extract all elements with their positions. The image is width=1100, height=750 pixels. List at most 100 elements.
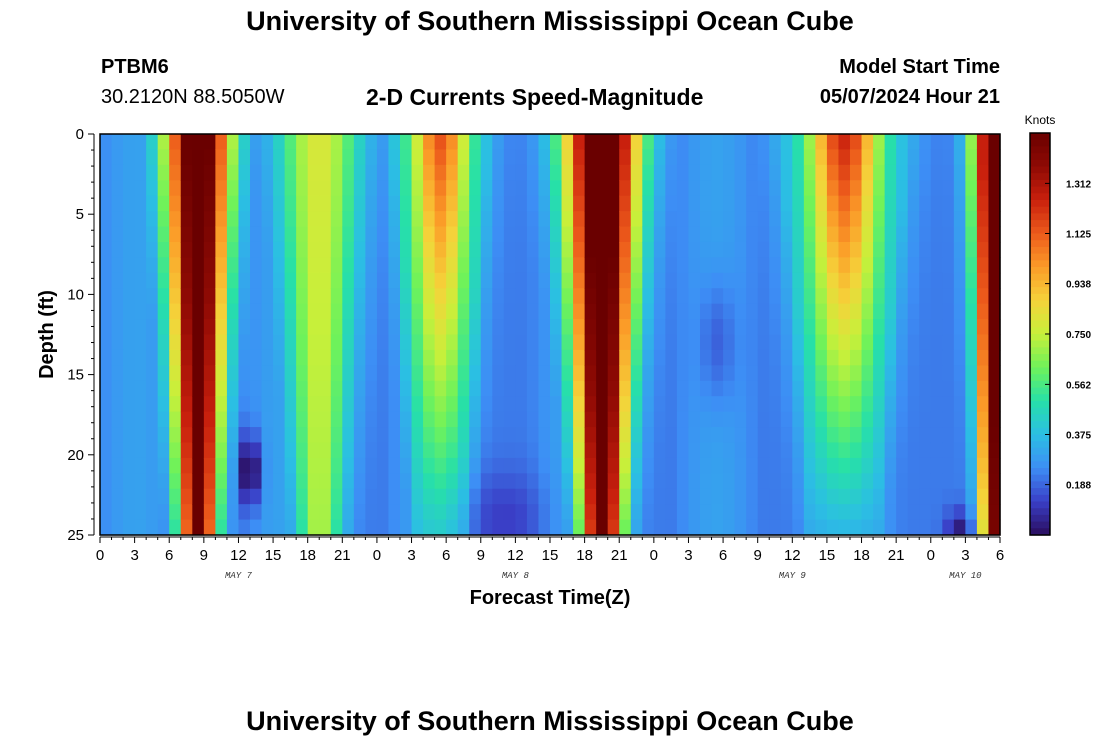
heatmap-cell [250, 488, 263, 505]
heatmap-cell [169, 411, 182, 428]
heatmap-cell [838, 303, 851, 320]
heatmap-cell [469, 427, 482, 444]
y-axis-label: Depth (ft) [36, 290, 58, 379]
heatmap-cell [492, 319, 505, 336]
heatmap-cell [434, 442, 447, 459]
heatmap-cell [792, 303, 805, 320]
heatmap-cell [700, 195, 713, 212]
heatmap-cell [284, 427, 297, 444]
heatmap-cell [215, 241, 228, 258]
x-tick-label: 12 [784, 547, 801, 564]
heatmap-cell [192, 488, 205, 505]
heatmap-cell [169, 288, 182, 305]
x-tick-label: 18 [853, 547, 870, 564]
heatmap-cell [607, 334, 620, 351]
heatmap-cell [826, 396, 840, 413]
colorbar-segment [1030, 401, 1050, 409]
heatmap-cell [861, 334, 874, 351]
heatmap-cell [596, 241, 609, 258]
heatmap-cell [238, 519, 251, 536]
heatmap-cell [226, 457, 240, 474]
heatmap-cell [261, 164, 274, 181]
heatmap-cell [423, 427, 436, 444]
colorbar-tick-label: 0.750 [1066, 330, 1091, 341]
heatmap-cell [261, 488, 274, 505]
heatmap-cell [503, 334, 516, 351]
heatmap-cell [273, 411, 286, 428]
heatmap-cell [400, 349, 413, 366]
heatmap-cell [342, 349, 355, 366]
heatmap-cell [353, 226, 366, 243]
heatmap-cell [134, 319, 147, 336]
heatmap-cell [930, 349, 943, 366]
heatmap-cell [919, 396, 932, 413]
heatmap-cell [388, 134, 401, 151]
heatmap-cell [226, 226, 240, 243]
heatmap-cell [688, 349, 701, 366]
heatmap-cell [769, 349, 782, 366]
heatmap-cell [584, 195, 597, 212]
heatmap-cell [400, 180, 413, 197]
heatmap-cell [157, 411, 170, 428]
heatmap-cell [630, 488, 643, 505]
heatmap-cell [746, 365, 759, 382]
heatmap-cell [446, 504, 459, 521]
heatmap-cell [769, 226, 782, 243]
footer-title: University of Southern Mississippi Ocean… [246, 706, 854, 736]
heatmap-cell [469, 473, 482, 490]
heatmap-cell [342, 134, 355, 151]
heatmap-cell [873, 519, 886, 536]
heatmap-cell [746, 134, 759, 151]
heatmap-cell [734, 457, 747, 474]
heatmap-cell [388, 396, 401, 413]
heatmap-cell [930, 134, 943, 151]
heatmap-cell [342, 288, 355, 305]
heatmap-cell [434, 473, 447, 490]
heatmap-cell [953, 334, 966, 351]
heatmap-cell [238, 211, 251, 228]
heatmap-cell [930, 396, 943, 413]
colorbar-segment [1030, 414, 1050, 422]
heatmap-cell [792, 396, 805, 413]
heatmap-cell [400, 442, 413, 459]
heatmap-cell [803, 211, 816, 228]
heatmap-cell [100, 195, 113, 212]
heatmap-cell [573, 411, 586, 428]
heatmap-cell [111, 164, 124, 181]
heatmap-cell [769, 488, 782, 505]
heatmap-cell [411, 411, 424, 428]
heatmap-cell [873, 349, 886, 366]
heatmap-cell [226, 504, 240, 521]
heatmap-cell [596, 319, 609, 336]
heatmap-cell [342, 365, 355, 382]
heatmap-cell [561, 411, 574, 428]
heatmap-cell [965, 365, 978, 382]
heatmap-cell [873, 149, 886, 166]
heatmap-cell [192, 241, 205, 258]
heatmap-cell [273, 442, 286, 459]
heatmap-cell [930, 473, 943, 490]
heatmap-cell [411, 226, 424, 243]
heatmap-cell [596, 334, 609, 351]
heatmap-cell [803, 427, 816, 444]
heatmap-cell [907, 211, 920, 228]
heatmap-cell [226, 349, 240, 366]
heatmap-cell [665, 303, 678, 320]
heatmap-cell [376, 226, 390, 243]
heatmap-cell [238, 272, 251, 289]
heatmap-cell [734, 319, 747, 336]
heatmap-cell [861, 180, 874, 197]
heatmap-cell [700, 457, 713, 474]
heatmap-cell [146, 488, 159, 505]
heatmap-cells [100, 134, 1001, 536]
heatmap-cell [873, 134, 886, 151]
heatmap-cell [203, 488, 216, 505]
heatmap-cell [561, 149, 574, 166]
heatmap-cell [480, 349, 493, 366]
heatmap-cell [988, 504, 1001, 521]
heatmap-cell [526, 519, 540, 536]
heatmap-cell [307, 288, 320, 305]
heatmap-cell [734, 288, 747, 305]
heatmap-cell [457, 365, 470, 382]
heatmap-cell [861, 380, 874, 397]
